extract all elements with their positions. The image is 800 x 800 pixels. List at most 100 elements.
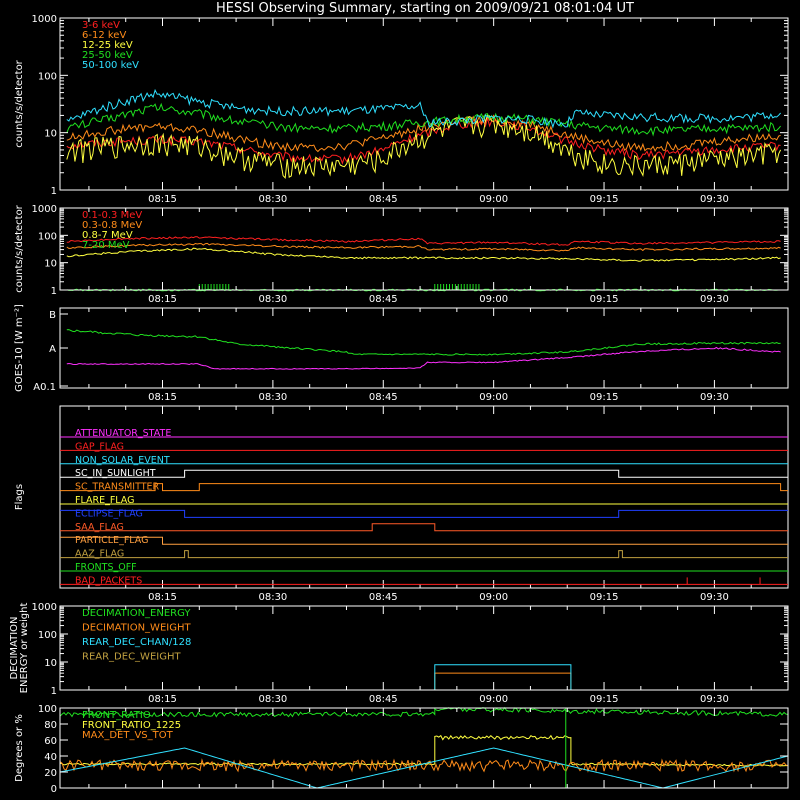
y-tick-label: 100 — [38, 71, 57, 82]
y-tick-label: 20 — [44, 768, 57, 779]
flag-line — [60, 536, 788, 545]
x-tick-label: 08:30 — [258, 392, 287, 403]
y-tick-label: 1 — [51, 286, 57, 297]
legend-entry: 50-100 keV — [82, 60, 139, 71]
x-tick-label: 08:30 — [258, 294, 287, 305]
x-tick-label: 08:45 — [369, 694, 398, 705]
flag-label: GAP_FLAG — [75, 441, 124, 452]
panel-flags: 08:15 08:30 08:45 09:00 09:15 09:30 ATTENUATOR… — [14, 405, 789, 603]
y-tick-label: 10 — [44, 658, 57, 669]
y-tick-label: 100 — [38, 231, 57, 242]
flag-label: ECLIPSE_FLAG — [75, 508, 143, 519]
panel-0-frame — [59, 17, 789, 191]
y-tick-label: B — [49, 310, 56, 321]
series-line — [66, 247, 781, 262]
x-tick-label: 08:30 — [258, 694, 287, 705]
series-line — [60, 664, 788, 691]
legend-entry: 3-6 keV — [82, 20, 120, 31]
series-line — [66, 114, 781, 153]
series-line — [66, 102, 781, 137]
x-tick-label: 08:45 — [369, 294, 398, 305]
y-tick-label: 0 — [51, 784, 57, 795]
y-tick-label: 40 — [44, 752, 57, 763]
y-axis-label: counts/s/detector — [14, 59, 25, 147]
series-line — [66, 242, 781, 252]
y-tick-label: 1000 — [32, 204, 57, 215]
x-tick-label: 09:15 — [590, 194, 619, 205]
series-line — [59, 758, 789, 773]
flag-label: FRONTS_OFF — [75, 562, 137, 573]
series-line — [66, 329, 781, 356]
panel-3-frame — [59, 405, 789, 589]
x-tick-label: 08:15 — [148, 194, 177, 205]
panel-gamma-counts: 08:15 08:30 08:45 09:00 09:15 09:30 1 10 100 1000… — [14, 204, 789, 305]
legend-entry: 0.1-0.3 MeV — [82, 210, 142, 221]
flag-line — [60, 509, 788, 518]
flag-label: PARTICLE_FLAG — [75, 535, 148, 546]
panel-goes: 08:15 08:30 08:45 09:00 09:15 09:30 A0.1 A B GOES… — [14, 304, 789, 403]
flag-label: SC_IN_SUNLIGHT — [75, 468, 156, 479]
y-axis-label: Flags — [14, 484, 25, 510]
x-tick-label: 09:00 — [479, 592, 508, 603]
panel-2-frame — [59, 307, 789, 389]
legend-entry: REAR_DEC_WEIGHT — [82, 652, 181, 663]
legend-entry: FRONT_RATIO_1225 — [82, 720, 181, 731]
y-tick-label: 1000 — [32, 602, 57, 613]
y-tick-label: 60 — [44, 736, 57, 747]
y-axis-label: GOES-10 [W m⁻²] — [14, 304, 25, 392]
flag-line — [60, 483, 788, 492]
legend-entry: 0.8-7 MeV — [82, 230, 133, 241]
figure-title: HESSI Observing Summary, starting on 200… — [216, 1, 634, 16]
legend-entry: DECIMATION_ENERGY — [82, 608, 191, 619]
legend-entry: MAX_DET_VS_TOT — [82, 730, 174, 741]
x-tick-label: 08:45 — [369, 592, 398, 603]
y-tick-label: 100 — [38, 704, 57, 715]
x-tick-label: 09:15 — [590, 392, 619, 403]
y-axis-label: counts/s/detector — [14, 204, 25, 292]
flag-line — [60, 469, 788, 478]
series-line — [59, 706, 789, 718]
x-tick-label: 09:15 — [590, 294, 619, 305]
x-tick-label: 08:45 — [369, 194, 398, 205]
y-tick-label: 1 — [51, 686, 57, 697]
x-tick-label: 09:30 — [700, 392, 729, 403]
y-tick-label: A — [49, 344, 56, 355]
legend-entry: DECIMATION_WEIGHT — [82, 623, 191, 634]
x-tick-label: 09:00 — [479, 392, 508, 403]
legend-entry: 12-25 keV — [82, 40, 133, 51]
y-axis-label: Degrees or % — [14, 714, 25, 782]
flag-label: SAA_FLAG — [75, 522, 124, 533]
y-tick-label: 100 — [38, 630, 57, 641]
x-tick-label: 08:30 — [258, 592, 287, 603]
flag-label: ATTENUATOR_STATE — [75, 428, 171, 439]
x-tick-label: 09:00 — [479, 194, 508, 205]
x-tick-label: 09:00 — [479, 294, 508, 305]
x-tick-label: 08:45 — [369, 392, 398, 403]
x-tick-label: 08:15 — [148, 694, 177, 705]
x-tick-label: 09:00 — [479, 694, 508, 705]
x-tick-label: 09:30 — [700, 592, 729, 603]
series-line — [66, 114, 782, 180]
series-line — [66, 88, 781, 129]
x-tick-label: 09:30 — [700, 294, 729, 305]
flag-label: BAD_PACKETS — [75, 575, 142, 586]
x-tick-label: 08:15 — [148, 294, 177, 305]
flag-line — [60, 550, 788, 559]
legend-entry: REAR_DEC_CHAN/128 — [82, 637, 191, 648]
y-tick-label: 1 — [51, 186, 57, 197]
y-tick-label: 10 — [44, 129, 57, 140]
x-tick-label: 09:30 — [700, 694, 729, 705]
series-line — [66, 236, 781, 246]
series-line — [60, 672, 788, 691]
legend-entry: 7-20 MeV — [82, 240, 130, 251]
y-tick-label: A0.1 — [33, 382, 56, 393]
y-tick-label: 10 — [44, 259, 57, 270]
panel-xray-counts: 08:15 08:30 08:45 09:00 09:15 09:30 1 10 100 1000… — [14, 14, 789, 205]
flag-label: FLARE_FLAG — [75, 495, 135, 506]
y-axis-label: ENERGY or weight — [19, 603, 30, 694]
y-axis-label: DECIMATION — [9, 616, 20, 679]
flag-label: NON_SOLAR_EVENT — [75, 455, 170, 466]
legend-entry: FRONT_RATIO — [82, 710, 151, 721]
legend-entry: 0.3-0.8 MeV — [82, 220, 142, 231]
